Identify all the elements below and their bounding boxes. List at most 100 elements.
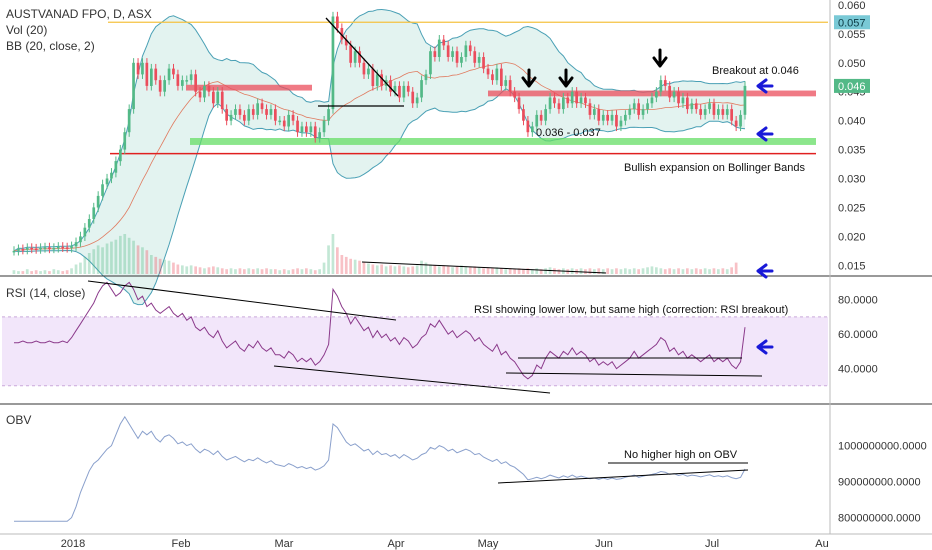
candle-body [119, 149, 122, 162]
price-badge-label: 0.046 [838, 81, 866, 93]
candle-body [446, 45, 450, 57]
candle-body [21, 249, 25, 251]
price-tick-label: 0.015 [838, 260, 866, 272]
candle-body [442, 39, 446, 46]
volume-bar [291, 269, 295, 274]
volume-bar [114, 239, 118, 274]
volume-bar [663, 269, 667, 274]
candle-body [601, 114, 605, 121]
volume-bar [464, 266, 468, 274]
rsi-pane [2, 280, 828, 394]
volume-bar [491, 268, 494, 274]
volume-bar [535, 268, 539, 274]
volume-bar [48, 271, 51, 274]
candle-body [238, 109, 242, 115]
candle-body [132, 62, 135, 110]
volume-bar [455, 266, 459, 274]
candle-body [114, 161, 118, 173]
annotation-bollinger: Bullish expansion on Bollinger Bands [624, 162, 806, 174]
volume-bar [717, 269, 720, 274]
candle-body [327, 109, 330, 121]
candle-body [309, 126, 313, 133]
candle-body [70, 246, 73, 248]
candle-body [513, 91, 516, 98]
volume-bar [260, 269, 264, 274]
candle-body [398, 85, 401, 98]
volume-bar [349, 258, 352, 274]
candle-body [43, 247, 47, 249]
candle-body [353, 51, 357, 63]
volume-bar [473, 266, 477, 274]
candle-body [588, 103, 592, 115]
price-badge [834, 78, 870, 93]
candle-body [739, 114, 742, 127]
candle-body [473, 51, 477, 63]
obv-pane-label[interactable]: OBV [6, 413, 32, 427]
volume-bar [624, 268, 627, 274]
volume-bar [681, 269, 685, 274]
volume-bar [269, 269, 273, 274]
volume-bar [393, 266, 397, 274]
candle-body [526, 120, 530, 133]
rsi-pane-label[interactable]: RSI (14, close) [6, 286, 86, 300]
candle-body [163, 80, 166, 92]
candle-body [699, 109, 702, 115]
volume-bar [632, 268, 636, 274]
volume-bar [522, 269, 525, 274]
volume-bar [659, 268, 663, 274]
candle-body [575, 91, 578, 104]
candle-body [721, 109, 725, 115]
candle-body [181, 80, 184, 86]
candle-body [477, 57, 481, 63]
candle-body [522, 109, 525, 121]
volume-bar [56, 270, 60, 274]
left-arrow-icon [756, 78, 774, 94]
candle-body [690, 103, 694, 110]
volume-bar [96, 245, 100, 274]
candle-body [305, 126, 308, 133]
rsi-lower-trendline [273, 365, 551, 394]
candle-body [411, 91, 415, 104]
volume-bar [375, 265, 379, 274]
volume-bar [287, 270, 290, 274]
volume-bar [340, 255, 344, 274]
volume-bar [181, 265, 184, 274]
candle-body [150, 68, 153, 86]
candle-body [127, 109, 131, 133]
volume-bar [305, 268, 308, 274]
candle-body [282, 120, 286, 127]
candle-body [362, 62, 366, 75]
candle-body [256, 103, 259, 115]
downtrend-line [325, 17, 399, 97]
time-tick-label: May [478, 538, 499, 550]
price-badge [834, 15, 870, 30]
volume-bar [34, 270, 38, 274]
legend-bollinger[interactable]: BB (20, close, 2) [6, 39, 95, 53]
volume-bar [336, 247, 339, 274]
annotations: Breakout at 0.046 0.036 - 0.037 Bullish ex… [474, 48, 806, 461]
obv-tick-label: 900000000.0000 [838, 477, 921, 489]
volume-bar [238, 268, 242, 274]
volume-bar [136, 245, 140, 274]
candle-body [500, 68, 503, 86]
volume-bar [243, 269, 246, 274]
price-tick-label: 0.055 [838, 29, 866, 41]
legend-symbol[interactable]: AUSTVANAD FPO, D, ASX [6, 7, 152, 21]
candle-body [570, 91, 574, 104]
volume-bar [442, 265, 446, 274]
volume-bar [150, 255, 153, 274]
obv-rising-line [497, 469, 749, 484]
volume-bar [451, 267, 454, 274]
price-tick-label: 0.060 [838, 0, 866, 12]
volume-bar [606, 268, 609, 274]
legend-volume[interactable]: Vol (20) [6, 23, 48, 37]
bollinger-lower-line [13, 88, 746, 306]
volume-bar [677, 268, 680, 274]
volume-bar [132, 240, 135, 274]
candle-body [615, 114, 618, 127]
candle-body [56, 246, 60, 249]
volume-bar [500, 268, 503, 274]
volume-bar [712, 268, 716, 274]
